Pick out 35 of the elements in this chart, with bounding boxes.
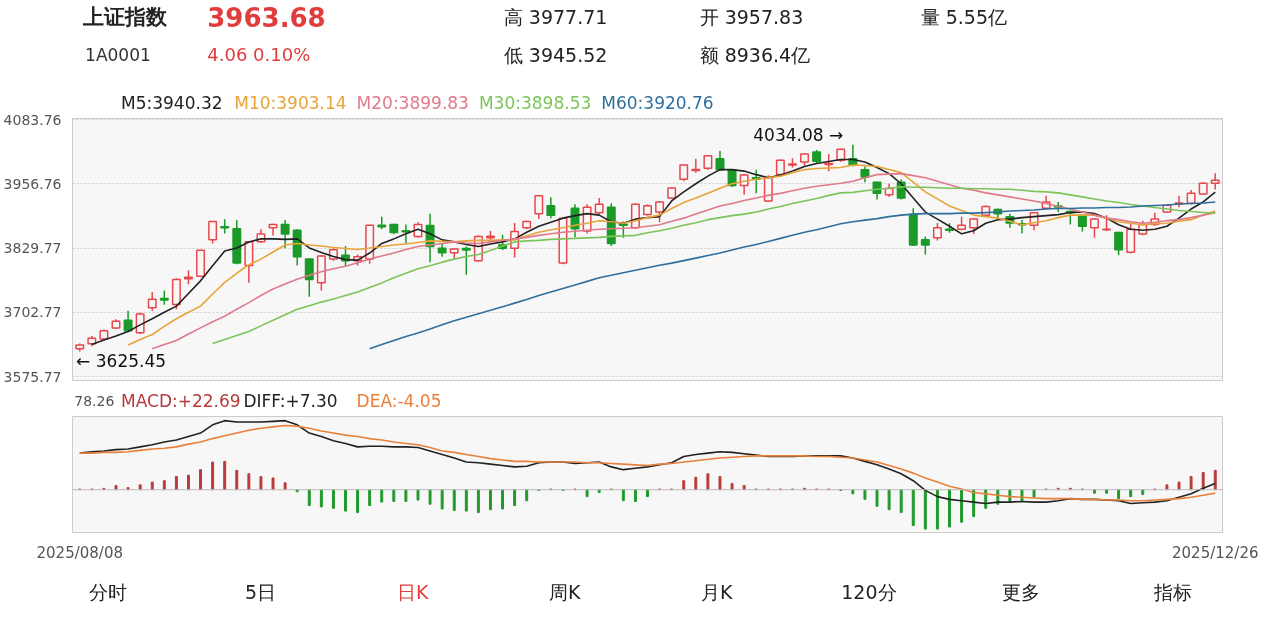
text: M10:3903.14 (234, 92, 347, 113)
y-tick-label: 3575.77 (3, 368, 62, 385)
text: 3963.68 (207, 2, 326, 33)
text: 更多 (1001, 580, 1040, 603)
y-tick-label: 3829.77 (3, 240, 62, 257)
text: 120分 (841, 580, 897, 603)
text: 78.26 (74, 392, 115, 409)
text: 周K (548, 580, 581, 603)
series-label: DIFF:+7.30 (243, 390, 338, 411)
y-tick-label: 4083.76 (3, 111, 62, 128)
text: 高 3977.71 (503, 5, 608, 28)
text: 指标 (1153, 580, 1193, 603)
text: M20:3899.83 (356, 92, 469, 113)
text: M5:3940.32 (121, 92, 223, 113)
text: 低 3945.52 (503, 43, 608, 66)
text: 4.06 0.10% (207, 44, 311, 65)
text: 分时 (89, 580, 128, 603)
annotation: ← 3625.45 (76, 351, 167, 372)
text: 日K (396, 580, 429, 603)
x-tick-label: 2025/08/08 (36, 543, 123, 562)
annotation: 4034.08 → (753, 124, 844, 145)
series-label: DEA:-4.05 (356, 390, 442, 411)
text: 开 3957.83 (699, 5, 804, 28)
y-tick-label: 3702.77 (3, 304, 62, 321)
text: M30:3898.53 (478, 92, 592, 113)
chart-subtitle: 1A0001 (85, 44, 151, 65)
text: M60:3920.76 (601, 92, 714, 113)
y-tick-label: 3956.76 (3, 175, 62, 192)
text: 额 8936.4亿 (699, 43, 811, 66)
x-tick-label: 2025/12/26 (1172, 543, 1259, 562)
text: MACD:+22.69 (121, 390, 241, 411)
text: 5日 (244, 580, 277, 603)
chart-title: 上证指数 (82, 4, 169, 29)
text: 月K (701, 580, 734, 603)
text: 量 5.55亿 (920, 5, 1007, 28)
